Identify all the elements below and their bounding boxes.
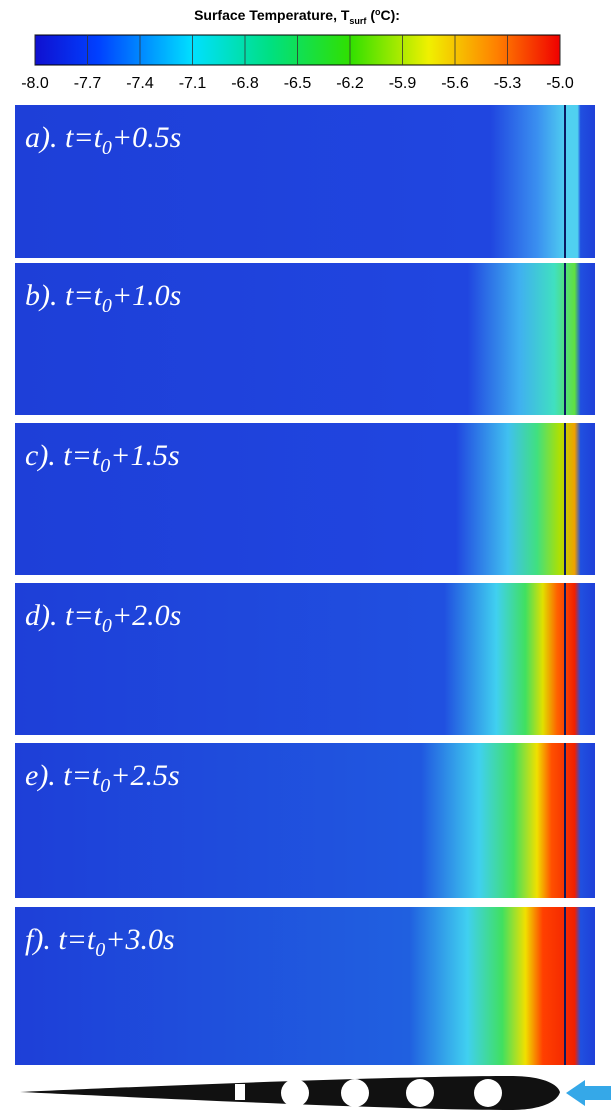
- tick-label: -7.4: [126, 75, 154, 92]
- thermal-image: [15, 263, 595, 415]
- label-suffix: +2.0s: [112, 599, 181, 632]
- thermal-image: [15, 583, 595, 735]
- label-prefix: f). t=t: [25, 923, 96, 956]
- tick-label: -6.5: [284, 75, 312, 92]
- panel-label: a). t=t0+0.5s: [25, 121, 181, 159]
- title-end: C):: [381, 7, 400, 23]
- thermal-image: [15, 423, 595, 575]
- panel-label: d). t=t0+2.0s: [25, 599, 181, 637]
- tick-label: -7.1: [179, 75, 207, 92]
- title-mid: (: [366, 7, 375, 23]
- title-sub: surf: [349, 16, 367, 26]
- thermal-image: [15, 743, 595, 898]
- panel-label: f). t=t0+3.0s: [25, 923, 175, 961]
- label-suffix: +1.5s: [110, 439, 179, 472]
- title-sup: o: [375, 7, 381, 17]
- label-suffix: +1.0s: [112, 279, 181, 312]
- label-suffix: +3.0s: [105, 923, 174, 956]
- panel-label: e). t=t0+2.5s: [25, 759, 180, 797]
- label-prefix: a). t=t: [25, 121, 103, 154]
- label-prefix: d). t=t: [25, 599, 103, 632]
- title-text: Surface Temperature, T: [194, 7, 350, 23]
- tick-label: -7.7: [74, 75, 102, 92]
- tick-label: -8.0: [21, 75, 49, 92]
- panel-label: b). t=t0+1.0s: [25, 279, 181, 317]
- label-sub: 0: [102, 137, 112, 159]
- label-suffix: +0.5s: [112, 121, 181, 154]
- label-prefix: e). t=t: [25, 759, 101, 792]
- thermal-image: [15, 105, 595, 258]
- thermal-image: [15, 907, 595, 1065]
- label-sub: 0: [102, 295, 112, 317]
- tick-label: -6.2: [336, 75, 364, 92]
- label-prefix: b). t=t: [25, 279, 103, 312]
- label-suffix: +2.5s: [110, 759, 179, 792]
- label-sub: 0: [95, 939, 105, 961]
- colorbar-ticks: -8.0 -7.7 -7.4 -7.1 -6.8 -6.5 -6.2 -5.9 -5.6 -5.3…: [21, 35, 574, 92]
- tick-label: -6.8: [231, 75, 259, 92]
- tick-label: -5.3: [494, 75, 522, 92]
- label-sub: 0: [100, 455, 110, 477]
- panel-label: c). t=t0+1.5s: [25, 439, 180, 477]
- label-sub: 0: [100, 775, 110, 797]
- airfoil: [20, 1076, 611, 1110]
- label-prefix: c). t=t: [25, 439, 101, 472]
- label-sub: 0: [102, 615, 112, 637]
- tick-label: -5.0: [546, 75, 574, 92]
- colorbar-title: Surface Temperature, Tsurf (oC):: [194, 7, 400, 26]
- tick-label: -5.9: [389, 75, 417, 92]
- panels: a). t=t0+0.5sb). t=t0+1.0sc). t=t0+1.5sd…: [15, 105, 595, 1065]
- tick-label: -5.6: [441, 75, 469, 92]
